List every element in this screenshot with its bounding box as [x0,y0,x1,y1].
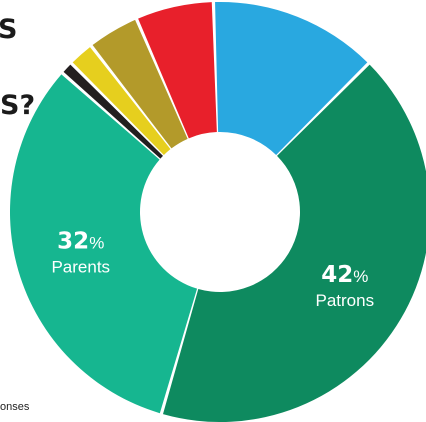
donut-slice-segment-3 [63,64,163,159]
donut-slice-segment-5 [92,19,188,149]
slice-value-label-patrons: 42% [321,262,368,288]
donut-slice-segment-4 [72,47,171,155]
donut-slice-patrons [162,64,426,422]
donut-labels: 42% Patrons 32% Parents [51,228,374,309]
chart-heading-line-1: S [0,14,18,45]
donut-slice-parents [9,74,198,414]
slice-name-label-parents: Parents [51,257,110,276]
donut-slice-segment-7 [215,2,368,155]
chart-footnote: onses [0,401,30,413]
slice-value-label-parents: 32% [57,228,104,254]
slice-name-label-patrons: Patrons [316,291,375,310]
donut-slices [9,2,426,422]
donut-slice-segment-6 [138,2,217,139]
chart-heading-line-2: S? [0,90,36,121]
